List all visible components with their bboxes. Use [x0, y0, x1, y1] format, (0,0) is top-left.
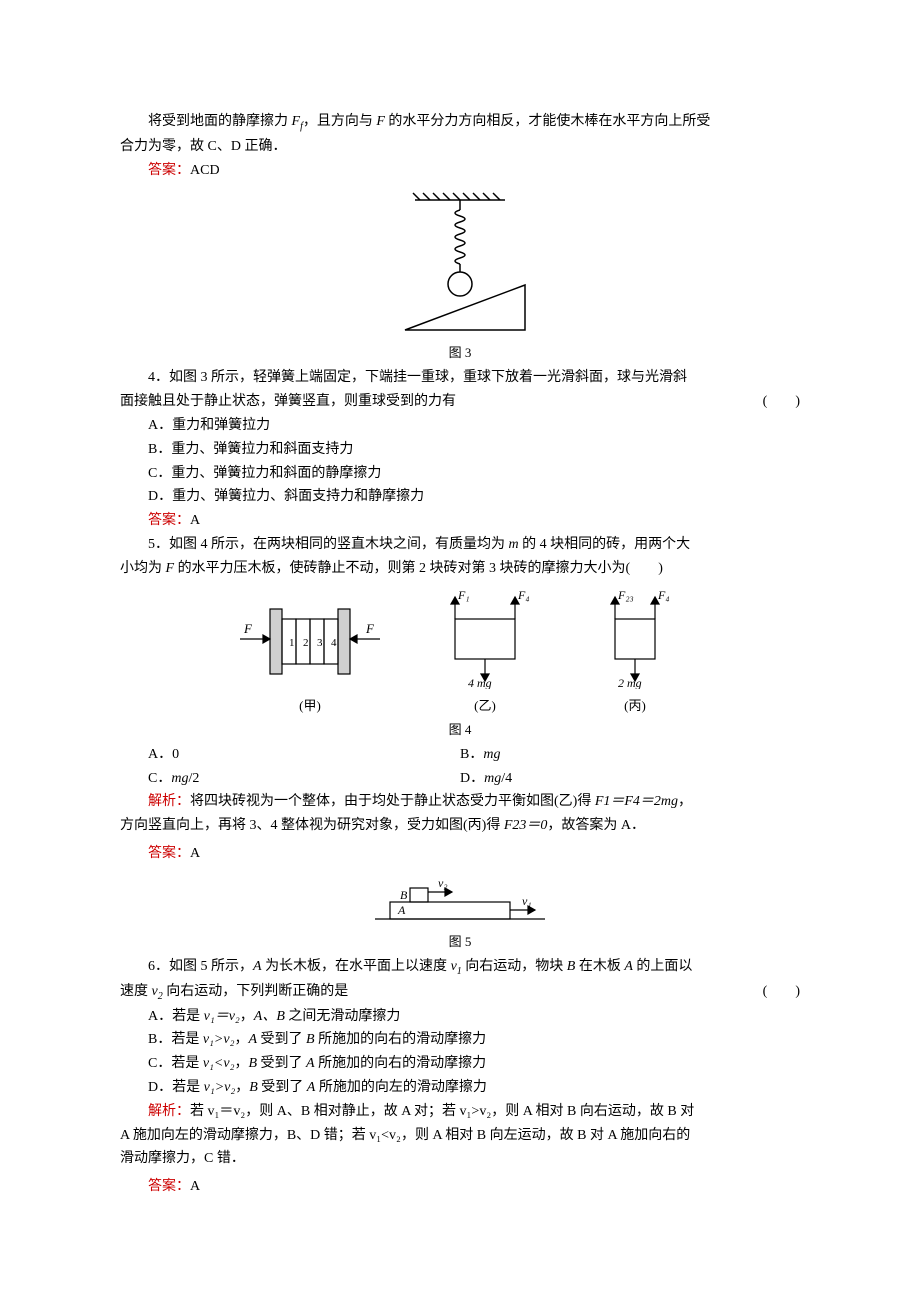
figure-5: A B v₂ v₁ 图 5: [120, 874, 800, 953]
fig5-caption: 图 5: [449, 931, 472, 953]
q5-opt-row2: C．mg/2 D．mg/4: [120, 767, 800, 791]
q4-paren: ( ): [763, 390, 800, 414]
q6-expl-l1: 解析：若 v₁＝v₂，则 A、B 相对静止，故 A 对；若 v₁>v₂，则 A …: [120, 1100, 800, 1124]
q6-paren: ( ): [763, 980, 800, 1005]
figure-4: 1 2 3 4 F F (甲) F₁ F₄ 4 mg: [120, 589, 800, 741]
q6-line2: 速度 v2 向右运动，下列判断正确的是: [120, 980, 348, 1005]
text: 的 4 块相同的砖，用两个大: [519, 537, 691, 552]
fig4-svg-1: 1 2 3 4 F F: [230, 589, 390, 689]
text: ，: [678, 794, 692, 809]
svg-text:v₁: v₁: [522, 894, 532, 908]
q5-optA: A．0: [120, 743, 460, 767]
fig4-label3: (丙): [624, 695, 646, 717]
q5-expl-l1: 解析：将四块砖视为一个整体，由于均处于静止状态受力平衡如图(乙)得 F1＝F4＝…: [120, 790, 800, 814]
svg-text:4: 4: [331, 637, 337, 649]
var-F: F: [292, 114, 301, 129]
q6-expl-l2: A 施加向左的滑动摩擦力，B、D 错；若 v₁<v₂，则 A 相对 B 向左运动…: [120, 1124, 800, 1148]
text: 的水平分力方向相反，才能使木棒在水平方向上所受: [385, 114, 711, 129]
q6-line2-row: 速度 v2 向右运动，下列判断正确的是 ( ): [120, 980, 800, 1005]
answer-label: 答案：: [148, 846, 190, 861]
fig4-sub1: 1 2 3 4 F F (甲): [230, 589, 390, 717]
fig4-label2: (乙): [474, 695, 496, 717]
svg-text:A: A: [397, 903, 406, 917]
text: 的水平力压木板，使砖静止不动，则第 2 块砖对第 3 块砖的摩擦力大小为( ): [174, 561, 663, 576]
fig4-svg-3: F₂₃ F₄ 2 mg: [580, 589, 690, 689]
q6-line1: 6．如图 5 所示，A 为长木板，在水平面上以速度 v1 向右运动，物块 B 在…: [120, 955, 800, 980]
text: 5．如图 4 所示，在两块相同的竖直木块之间，有质量均为: [148, 537, 509, 552]
text: 若 v₁＝v₂，则 A、B 相对静止，故 A 对；若 v₁>v₂，则 A 相对 …: [190, 1104, 694, 1119]
answer-label: 答案：: [148, 1179, 190, 1194]
svg-text:B: B: [400, 888, 408, 902]
fig4-label1: (甲): [299, 695, 321, 717]
q4-optD: D．重力、弹簧拉力、斜面支持力和静摩擦力: [120, 485, 800, 509]
svg-text:F₁: F₁: [457, 589, 470, 602]
q5-expl-l2: 方向竖直向上，再将 3、4 整体视为研究对象，受力如图(丙)得 F23＝0，故答…: [120, 814, 800, 838]
q6-expl-l3: 滑动摩擦力，C 错．: [120, 1147, 800, 1171]
intro-line1: 将受到地面的静摩擦力 Ff，且方向与 F 的水平分力方向相反，才能使木棒在水平方…: [120, 110, 800, 135]
svg-text:3: 3: [317, 637, 323, 649]
expl-label: 解析：: [148, 1104, 190, 1119]
svg-text:4 mg: 4 mg: [468, 676, 492, 689]
q4-optA: A．重力和弹簧拉力: [120, 414, 800, 438]
var-F: F: [376, 114, 385, 129]
fig3-svg: [375, 190, 545, 340]
text: ，且方向与: [303, 114, 377, 129]
svg-text:2 mg: 2 mg: [618, 676, 642, 689]
q5-line2: 小均为 F 的水平力压木板，使砖静止不动，则第 2 块砖对第 3 块砖的摩擦力大…: [120, 557, 800, 581]
fig5-svg: A B v₂ v₁: [370, 874, 550, 929]
q4-line2-row: 面接触且处于静止状态，弹簧竖直，则重球受到的力有 ( ): [120, 390, 800, 414]
intro-line2: 合力为零，故 C、D 正确．: [120, 135, 800, 159]
svg-text:F₂₃: F₂₃: [617, 589, 634, 602]
q5-line1: 5．如图 4 所示，在两块相同的竖直木块之间，有质量均为 m 的 4 块相同的砖…: [120, 533, 800, 557]
answer-label: 答案：: [148, 513, 190, 528]
svg-text:F: F: [365, 621, 375, 636]
answer-value: A: [190, 513, 200, 528]
q4-line1: 4．如图 3 所示，轻弹簧上端固定，下端挂一重球，重球下放着一光滑斜面，球与光滑…: [120, 366, 800, 390]
q5-optC: C．mg/2: [120, 767, 460, 791]
fig3-caption: 图 3: [449, 342, 472, 364]
q6-optB: B．若是 v₁>v₂，A 受到了 B 所施加的向右的滑动摩擦力: [120, 1028, 800, 1052]
q4-optB: B．重力、弹簧拉力和斜面支持力: [120, 438, 800, 462]
q5-opt-row1: A．0 B．mg: [120, 743, 800, 767]
var-m: m: [509, 537, 519, 552]
eq: F1＝F4＝2mg: [595, 794, 678, 809]
intro-answer: 答案：ACD: [120, 159, 800, 183]
q6-optC: C．若是 v₁<v₂，B 受到了 A 所施加的向右的滑动摩擦力: [120, 1052, 800, 1076]
answer-value: A: [190, 1179, 200, 1194]
q6-answer: 答案：A: [120, 1175, 800, 1199]
q4-answer: 答案：A: [120, 509, 800, 533]
text: 将受到地面的静摩擦力: [148, 114, 292, 129]
eq: F23＝0: [504, 818, 548, 833]
fig4-svg-2: F₁ F₄ 4 mg: [430, 589, 540, 689]
fig4-sub3: F₂₃ F₄ 2 mg (丙): [580, 589, 690, 717]
q4-line2: 面接触且处于静止状态，弹簧竖直，则重球受到的力有: [120, 390, 763, 414]
fig4-sub2: F₁ F₄ 4 mg (乙): [430, 589, 540, 717]
svg-text:2: 2: [303, 637, 309, 649]
answer-value: A: [190, 846, 200, 861]
q5-optD: D．mg/4: [460, 767, 800, 791]
svg-text:1: 1: [289, 637, 295, 649]
q6-optD: D．若是 v₁>v₂，B 受到了 A 所施加的向左的滑动摩擦力: [120, 1076, 800, 1100]
text: 小均为: [120, 561, 166, 576]
svg-text:F₄: F₄: [657, 589, 670, 602]
q5-answer: 答案：A: [120, 842, 800, 866]
answer-value: ACD: [190, 163, 220, 178]
fig4-caption: 图 4: [449, 719, 472, 741]
text: 方向竖直向上，再将 3、4 整体视为研究对象，受力如图(丙)得: [120, 818, 504, 833]
var-F: F: [166, 561, 175, 576]
q5-optB: B．mg: [460, 743, 800, 767]
q6-optA: A．若是 v₁＝v₂，A、B 之间无滑动摩擦力: [120, 1005, 800, 1029]
text: ，故答案为 A．: [547, 818, 645, 833]
svg-text:v₂: v₂: [438, 876, 448, 890]
expl-label: 解析：: [148, 794, 190, 809]
answer-label: 答案：: [148, 163, 190, 178]
text: 将四块砖视为一个整体，由于均处于静止状态受力平衡如图(乙)得: [190, 794, 595, 809]
figure-3: 图 3: [120, 190, 800, 364]
svg-text:F: F: [243, 621, 253, 636]
svg-text:F₄: F₄: [517, 589, 530, 602]
q4-optC: C．重力、弹簧拉力和斜面的静摩擦力: [120, 462, 800, 486]
